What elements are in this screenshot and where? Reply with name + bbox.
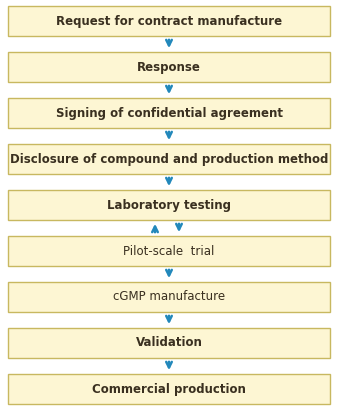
Text: Validation: Validation bbox=[136, 337, 202, 349]
Text: Disclosure of compound and production method: Disclosure of compound and production me… bbox=[10, 152, 328, 166]
FancyBboxPatch shape bbox=[8, 374, 330, 404]
Text: Pilot-scale  trial: Pilot-scale trial bbox=[123, 244, 215, 258]
Text: Laboratory testing: Laboratory testing bbox=[107, 199, 231, 211]
FancyBboxPatch shape bbox=[8, 328, 330, 358]
FancyBboxPatch shape bbox=[8, 144, 330, 174]
FancyBboxPatch shape bbox=[8, 98, 330, 128]
Text: Response: Response bbox=[137, 61, 201, 73]
FancyBboxPatch shape bbox=[8, 6, 330, 36]
FancyBboxPatch shape bbox=[8, 236, 330, 266]
Text: cGMP manufacture: cGMP manufacture bbox=[113, 290, 225, 304]
FancyBboxPatch shape bbox=[8, 52, 330, 82]
FancyBboxPatch shape bbox=[8, 190, 330, 220]
Text: Request for contract manufacture: Request for contract manufacture bbox=[56, 14, 282, 28]
Text: Commercial production: Commercial production bbox=[92, 382, 246, 396]
FancyBboxPatch shape bbox=[8, 282, 330, 312]
Text: Signing of confidential agreement: Signing of confidential agreement bbox=[55, 106, 283, 119]
